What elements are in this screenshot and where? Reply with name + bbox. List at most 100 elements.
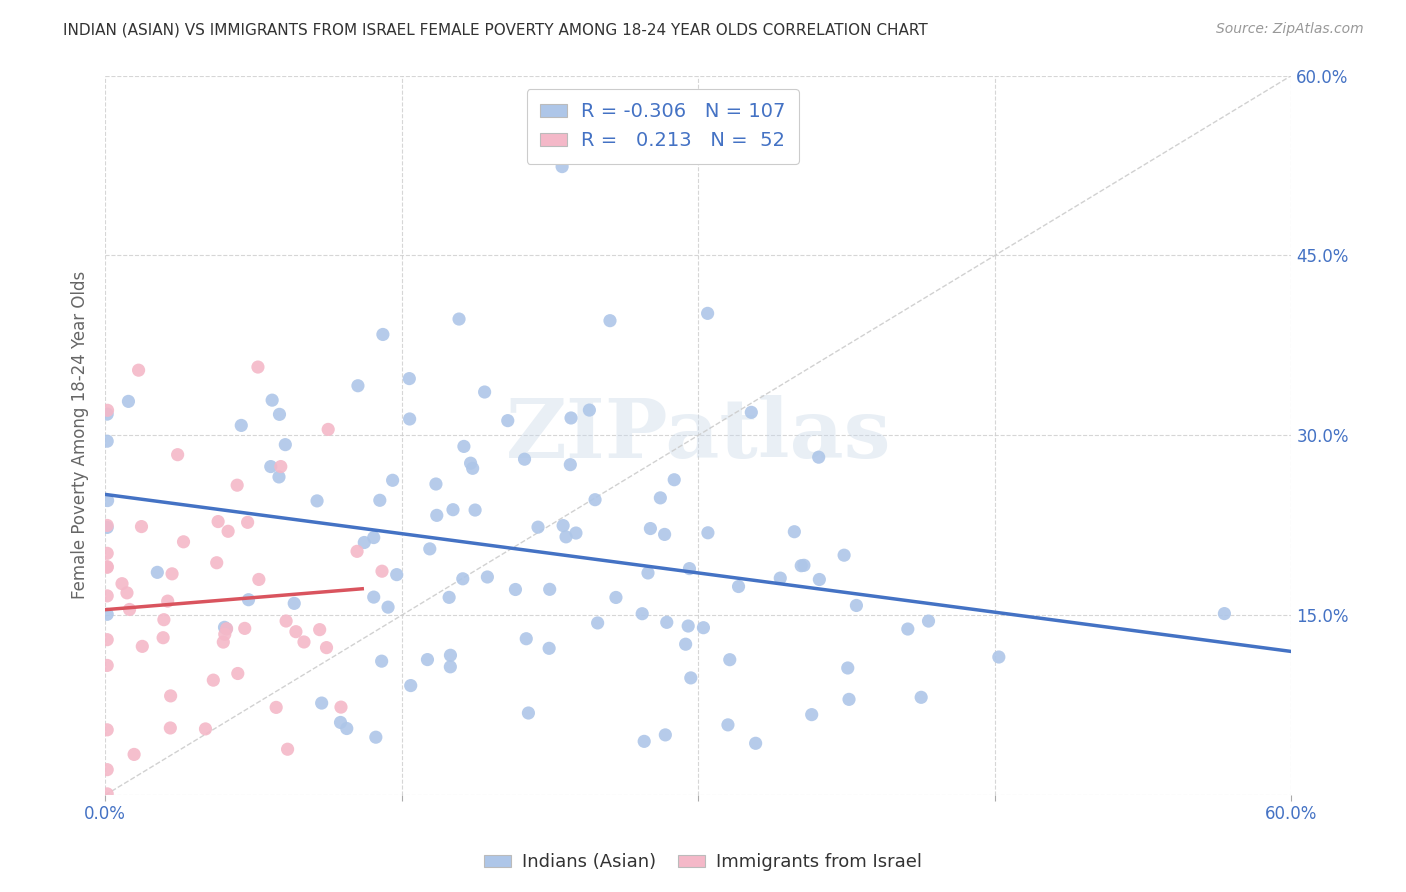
- Point: [214, 620, 236, 634]
- Point: [212, 635, 235, 649]
- Point: [426, 508, 449, 523]
- Point: [845, 599, 868, 613]
- Point: [96, 434, 118, 449]
- Point: [419, 541, 441, 556]
- Point: [160, 566, 183, 581]
- Point: [381, 473, 404, 487]
- Point: [238, 592, 260, 607]
- Point: [97, 493, 120, 508]
- Point: [461, 461, 484, 475]
- Point: [496, 414, 519, 428]
- Point: [292, 635, 315, 649]
- Point: [194, 722, 217, 736]
- Point: [363, 531, 385, 545]
- Point: [515, 632, 537, 646]
- Point: [910, 690, 932, 705]
- Point: [246, 359, 269, 374]
- Point: [447, 312, 470, 326]
- Point: [96, 407, 118, 421]
- Point: [718, 653, 741, 667]
- Point: [274, 614, 297, 628]
- Point: [96, 403, 118, 417]
- Point: [837, 661, 859, 675]
- Point: [226, 666, 249, 681]
- Point: [269, 408, 291, 422]
- Point: [336, 722, 359, 736]
- Point: [146, 566, 169, 580]
- Point: [115, 586, 138, 600]
- Point: [654, 527, 676, 541]
- Point: [267, 470, 290, 484]
- Point: [207, 515, 229, 529]
- Point: [838, 692, 860, 706]
- Point: [474, 384, 496, 399]
- Point: [917, 614, 939, 628]
- Point: [832, 548, 855, 562]
- Point: [214, 627, 236, 641]
- Point: [96, 560, 118, 574]
- Point: [371, 327, 394, 342]
- Point: [538, 641, 561, 656]
- Point: [560, 411, 582, 425]
- Point: [315, 640, 337, 655]
- Point: [560, 458, 582, 472]
- Point: [159, 689, 181, 703]
- Point: [316, 422, 339, 436]
- Point: [346, 544, 368, 558]
- Point: [371, 564, 394, 578]
- Point: [159, 721, 181, 735]
- Point: [517, 706, 540, 720]
- Point: [96, 559, 118, 574]
- Point: [202, 673, 225, 687]
- Point: [205, 556, 228, 570]
- Text: ZIPatlas: ZIPatlas: [506, 395, 891, 475]
- Point: [654, 728, 676, 742]
- Point: [96, 787, 118, 801]
- Point: [307, 494, 329, 508]
- Point: [451, 572, 474, 586]
- Text: INDIAN (ASIAN) VS IMMIGRANTS FROM ISRAEL FEMALE POVERTY AMONG 18-24 YEAR OLDS CO: INDIAN (ASIAN) VS IMMIGRANTS FROM ISRAEL…: [63, 22, 928, 37]
- Point: [692, 621, 714, 635]
- Point: [453, 439, 475, 453]
- Point: [399, 679, 422, 693]
- Point: [270, 459, 292, 474]
- Point: [131, 640, 153, 654]
- Point: [655, 615, 678, 630]
- Point: [583, 492, 606, 507]
- Point: [1213, 607, 1236, 621]
- Point: [740, 405, 762, 419]
- Point: [347, 378, 370, 392]
- Point: [439, 660, 461, 674]
- Point: [696, 525, 718, 540]
- Point: [425, 477, 447, 491]
- Point: [464, 503, 486, 517]
- Point: [769, 571, 792, 585]
- Point: [260, 459, 283, 474]
- Point: [284, 624, 307, 639]
- Legend: R = -0.306   N = 107, R =   0.213   N =  52: R = -0.306 N = 107, R = 0.213 N = 52: [526, 89, 799, 164]
- Point: [96, 658, 118, 673]
- Point: [156, 594, 179, 608]
- Point: [274, 437, 297, 451]
- Point: [233, 621, 256, 635]
- Point: [664, 473, 686, 487]
- Point: [800, 707, 823, 722]
- Point: [808, 573, 831, 587]
- Point: [505, 582, 527, 597]
- Point: [96, 607, 118, 622]
- Point: [513, 452, 536, 467]
- Point: [231, 418, 253, 433]
- Point: [793, 558, 815, 573]
- Point: [675, 637, 697, 651]
- Point: [96, 546, 118, 560]
- Point: [363, 590, 385, 604]
- Point: [441, 502, 464, 516]
- Point: [311, 696, 333, 710]
- Text: Source: ZipAtlas.com: Source: ZipAtlas.com: [1216, 22, 1364, 37]
- Point: [96, 632, 118, 647]
- Point: [128, 363, 150, 377]
- Point: [538, 582, 561, 597]
- Point: [605, 591, 627, 605]
- Point: [96, 520, 118, 534]
- Point: [783, 524, 806, 539]
